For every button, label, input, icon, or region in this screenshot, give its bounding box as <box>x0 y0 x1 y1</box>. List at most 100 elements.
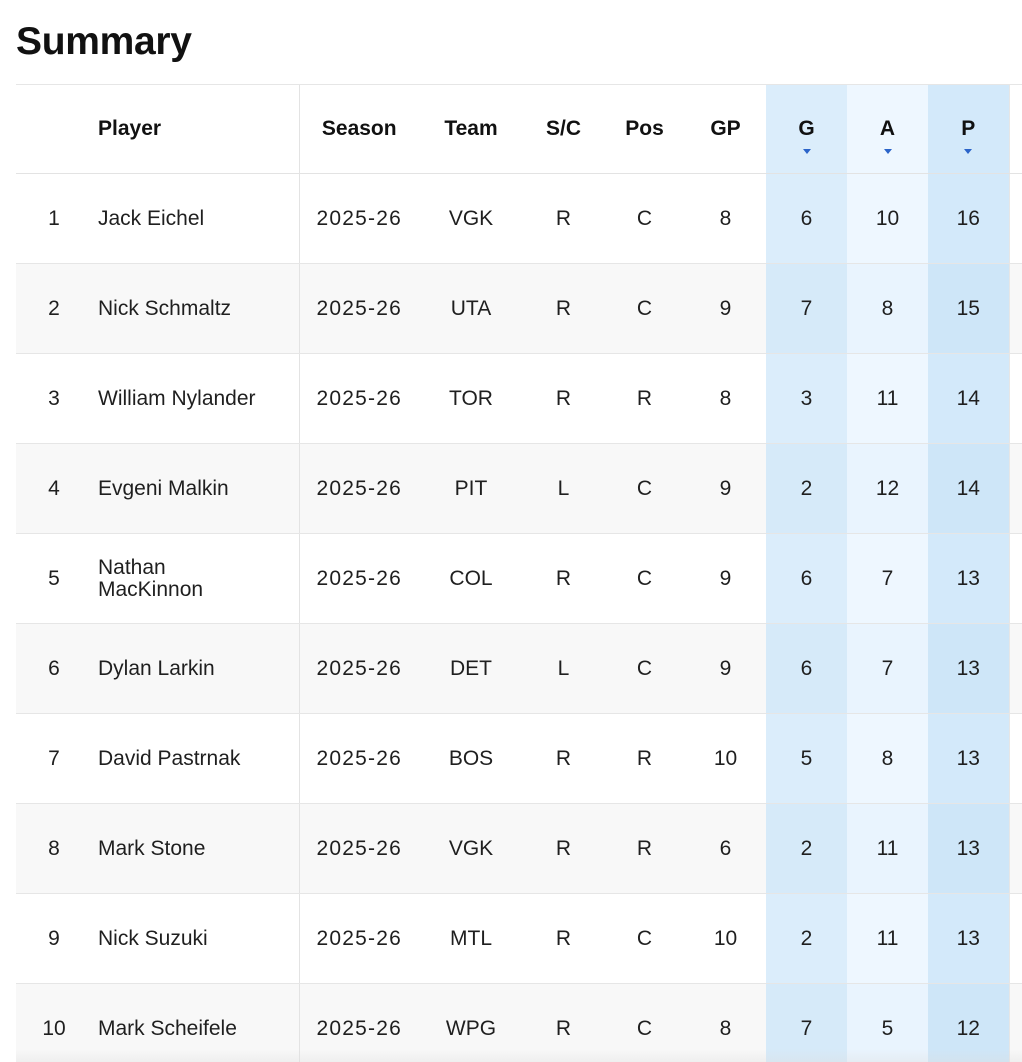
cell-team: WPG <box>419 983 523 1062</box>
cell-rank: 1 <box>16 173 92 264</box>
cell-goals: 2 <box>766 893 847 984</box>
table-row[interactable]: 9 Nick Suzuki 2025-26 MTL R C 10 2 11 13 <box>16 893 1022 984</box>
cell-points: 14 <box>928 443 1009 534</box>
cell-team: MTL <box>419 893 523 984</box>
cell-team: VGK <box>419 173 523 264</box>
stats-table: Player Season Team S/C Pos GP G A <box>16 85 1022 1062</box>
cell-points: 15 <box>928 263 1009 354</box>
cell-player[interactable]: Nick Suzuki <box>92 893 300 984</box>
cell-shoots-catches: L <box>523 623 604 714</box>
cell-games-played: 8 <box>685 983 766 1062</box>
cell-rank: 6 <box>16 623 92 714</box>
cell-points: 14 <box>928 353 1009 444</box>
cell-games-played: 6 <box>685 803 766 894</box>
cell-player[interactable]: Jack Eichel <box>92 173 300 264</box>
cell-season: 2025-26 <box>299 983 419 1062</box>
cell-position: C <box>604 983 685 1062</box>
table-row[interactable]: 5 Nathan MacKinnon 2025-26 COL R C 9 6 7 13 <box>16 533 1022 624</box>
cell-assists: 11 <box>847 353 928 444</box>
header-shoots-catches[interactable]: S/C <box>523 85 604 174</box>
cell-player[interactable]: David Pastrnak <box>92 713 300 804</box>
cell-season: 2025-26 <box>299 443 419 534</box>
cell-overflow <box>1008 353 1022 444</box>
cell-position: R <box>604 713 685 804</box>
cell-player[interactable]: Dylan Larkin <box>92 623 300 714</box>
cell-season: 2025-26 <box>299 173 419 264</box>
cell-team: VGK <box>419 803 523 894</box>
header-goals[interactable]: G <box>766 85 847 174</box>
header-points-label: P <box>961 117 976 140</box>
cell-shoots-catches: R <box>523 893 604 984</box>
cell-season: 2025-26 <box>299 533 419 624</box>
cell-player[interactable]: William Nylander <box>92 353 300 444</box>
table-row[interactable]: 4 Evgeni Malkin 2025-26 PIT L C 9 2 12 14 <box>16 443 1022 534</box>
header-goals-label: G <box>798 117 815 140</box>
header-player[interactable]: Player <box>92 85 300 174</box>
cell-team: TOR <box>419 353 523 444</box>
table-row[interactable]: 10 Mark Scheifele 2025-26 WPG R C 8 7 5 12 <box>16 983 1022 1062</box>
cell-points: 13 <box>928 533 1009 624</box>
table-row[interactable]: 1 Jack Eichel 2025-26 VGK R C 8 6 10 16 <box>16 173 1022 264</box>
cell-season: 2025-26 <box>299 893 419 984</box>
header-assists-label: A <box>879 117 896 140</box>
cell-player[interactable]: Nathan MacKinnon <box>92 533 300 624</box>
cell-assists: 7 <box>847 623 928 714</box>
cell-shoots-catches: R <box>523 983 604 1062</box>
cell-season: 2025-26 <box>299 803 419 894</box>
table-row[interactable]: 7 David Pastrnak 2025-26 BOS R R 10 5 8 13 <box>16 713 1022 804</box>
cell-points: 13 <box>928 713 1009 804</box>
cell-assists: 5 <box>847 983 928 1062</box>
cell-games-played: 9 <box>685 533 766 624</box>
page-title: Summary <box>16 20 192 63</box>
cell-goals: 2 <box>766 443 847 534</box>
cell-goals: 3 <box>766 353 847 444</box>
cell-rank: 9 <box>16 893 92 984</box>
cell-rank: 5 <box>16 533 92 624</box>
stats-table-container[interactable]: Player Season Team S/C Pos GP G A <box>16 84 1022 1062</box>
cell-games-played: 10 <box>685 893 766 984</box>
cell-overflow <box>1008 623 1022 714</box>
cell-goals: 6 <box>766 173 847 264</box>
cell-overflow <box>1008 263 1022 354</box>
header-points[interactable]: P <box>928 85 1009 174</box>
cell-player[interactable]: Mark Stone <box>92 803 300 894</box>
header-games-played[interactable]: GP <box>685 85 766 174</box>
cell-goals: 6 <box>766 533 847 624</box>
table-row[interactable]: 6 Dylan Larkin 2025-26 DET L C 9 6 7 13 <box>16 623 1022 714</box>
header-season[interactable]: Season <box>299 85 419 174</box>
cell-player[interactable]: Nick Schmaltz <box>92 263 300 354</box>
cell-position: C <box>604 623 685 714</box>
table-row[interactable]: 8 Mark Stone 2025-26 VGK R R 6 2 11 13 <box>16 803 1022 894</box>
cell-goals: 7 <box>766 263 847 354</box>
cell-shoots-catches: R <box>523 533 604 624</box>
cell-season: 2025-26 <box>299 713 419 804</box>
cell-games-played: 8 <box>685 353 766 444</box>
cell-position: R <box>604 353 685 444</box>
header-position[interactable]: Pos <box>604 85 685 174</box>
cell-position: C <box>604 263 685 354</box>
cell-games-played: 8 <box>685 173 766 264</box>
cell-shoots-catches: L <box>523 443 604 534</box>
cell-games-played: 9 <box>685 263 766 354</box>
cell-games-played: 9 <box>685 623 766 714</box>
cell-player[interactable]: Evgeni Malkin <box>92 443 300 534</box>
cell-team: PIT <box>419 443 523 534</box>
cell-points: 13 <box>928 893 1009 984</box>
cell-rank: 10 <box>16 983 92 1062</box>
cell-player[interactable]: Mark Scheifele <box>92 983 300 1062</box>
cell-goals: 7 <box>766 983 847 1062</box>
table-header: Player Season Team S/C Pos GP G A <box>16 85 1022 174</box>
table-row[interactable]: 3 William Nylander 2025-26 TOR R R 8 3 11 14 <box>16 353 1022 444</box>
cell-team: BOS <box>419 713 523 804</box>
table-row[interactable]: 2 Nick Schmaltz 2025-26 UTA R C 9 7 8 15 <box>16 263 1022 354</box>
cell-shoots-catches: R <box>523 713 604 804</box>
header-assists[interactable]: A <box>847 85 928 174</box>
cell-team: COL <box>419 533 523 624</box>
cell-shoots-catches: R <box>523 173 604 264</box>
sort-descending-icon <box>802 149 811 154</box>
cell-season: 2025-26 <box>299 263 419 354</box>
cell-overflow <box>1008 893 1022 984</box>
cell-assists: 11 <box>847 803 928 894</box>
cell-overflow <box>1008 443 1022 534</box>
header-team[interactable]: Team <box>419 85 523 174</box>
